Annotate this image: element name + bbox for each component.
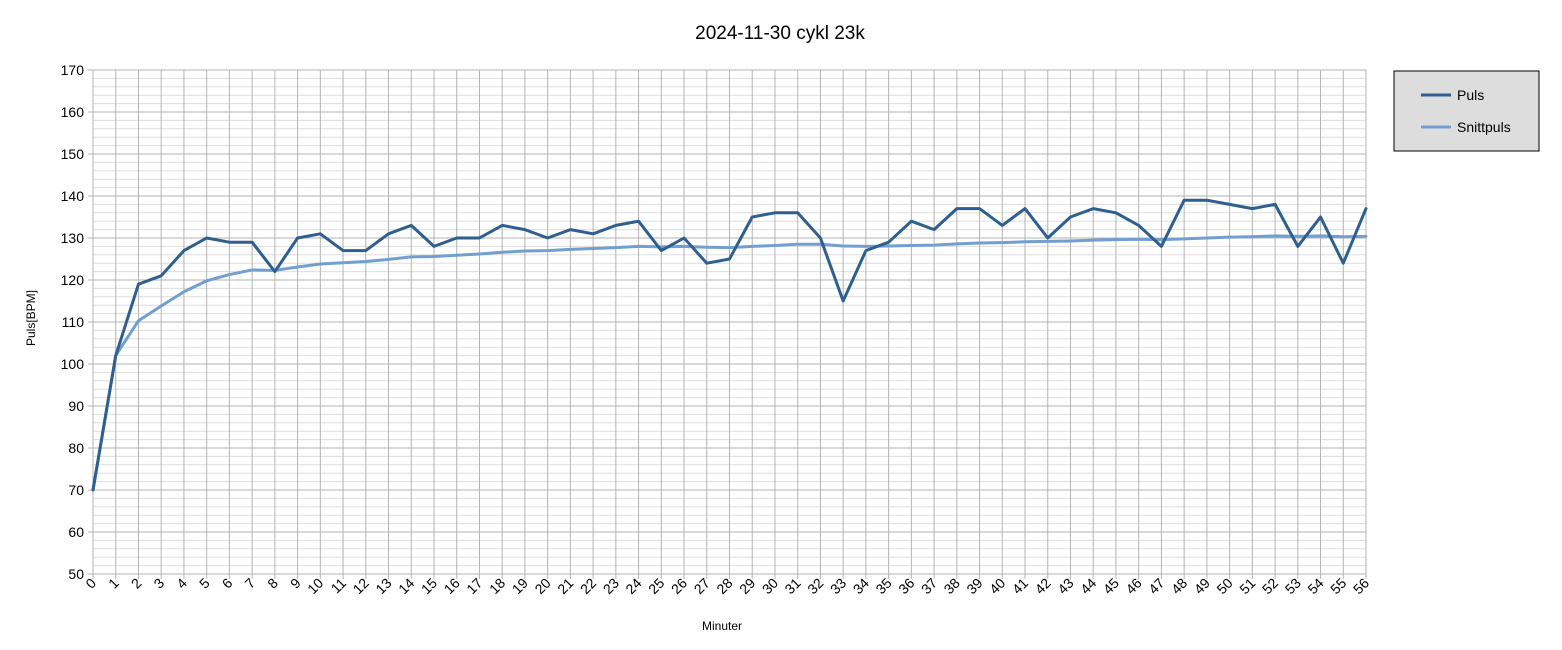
x-tick-label: 28 [713, 575, 735, 597]
x-tick-label: 27 [691, 575, 713, 597]
y-tick-label: 60 [68, 524, 84, 540]
y-tick-label: 140 [61, 188, 85, 204]
x-tick-label: 30 [759, 575, 781, 597]
y-tick-label: 130 [61, 230, 85, 246]
x-tick-label: 34 [850, 575, 872, 597]
y-tick-label: 90 [68, 398, 84, 414]
x-tick-label: 39 [963, 575, 985, 597]
y-tick-label: 120 [61, 272, 85, 288]
legend: Puls Snittpuls [1393, 70, 1540, 152]
x-tick-label: 42 [1032, 575, 1054, 597]
x-tick-label: 37 [918, 575, 940, 597]
x-tick-label: 24 [622, 575, 644, 597]
x-tick-label: 21 [554, 575, 576, 597]
x-tick-label: 19 [509, 575, 531, 597]
x-tick-label: 18 [486, 575, 508, 597]
y-axis-ticks: 50 60 70 80 90 100 110 120 130 140 150 160 170 [61, 62, 93, 582]
x-tick-label: 43 [1054, 575, 1076, 597]
x-tick-label: 13 [372, 575, 394, 597]
y-tick-label: 50 [68, 566, 84, 582]
series-lines [91, 198, 1368, 492]
y-tick-label: 70 [68, 482, 84, 498]
x-tick-label: 3 [150, 575, 167, 592]
y-tick-label: 110 [62, 314, 85, 330]
x-tick-label: 12 [350, 575, 372, 597]
x-tick-label: 0 [82, 575, 99, 592]
x-tick-label: 14 [395, 575, 417, 597]
x-tick-label: 47 [1145, 575, 1167, 597]
x-tick-label: 20 [531, 575, 553, 597]
x-tick-label: 7 [241, 575, 258, 592]
y-tick-label: 160 [61, 104, 85, 120]
x-tick-label: 9 [287, 575, 304, 592]
x-tick-label: 31 [781, 575, 803, 597]
x-tick-label: 38 [941, 575, 963, 597]
x-tick-label: 51 [1236, 575, 1258, 597]
x-axis-title: Minuter [702, 619, 742, 633]
legend-box [1393, 70, 1540, 152]
x-tick-label: 48 [1168, 575, 1190, 597]
x-tick-label: 35 [872, 575, 894, 597]
x-tick-label: 49 [1191, 575, 1213, 597]
plot-grid [92, 69, 1367, 575]
x-tick-label: 16 [441, 575, 463, 597]
x-tick-label: 4 [173, 575, 190, 592]
x-axis-ticks: 0 1 2 3 4 5 6 7 8 9 10 11 12 13 14 15 16 17 18 19 20 21 22 23 24… [82, 574, 1372, 597]
x-tick-label: 25 [645, 575, 667, 597]
x-tick-label: 55 [1327, 575, 1349, 597]
x-tick-label: 44 [1077, 575, 1099, 597]
x-tick-label: 5 [196, 575, 213, 592]
x-tick-label: 52 [1259, 575, 1281, 597]
x-tick-label: 40 [986, 575, 1008, 597]
series-line-puls [91, 198, 1368, 492]
legend-label: Puls [1457, 87, 1484, 103]
x-tick-label: 41 [1009, 575, 1031, 597]
y-tick-label: 100 [61, 356, 85, 372]
x-tick-label: 23 [600, 575, 622, 597]
x-tick-label: 56 [1350, 575, 1372, 597]
x-tick-label: 36 [895, 575, 917, 597]
chart-title: 2024-11-30 cykl 23k [695, 23, 865, 44]
y-tick-label: 80 [68, 440, 84, 456]
y-tick-label: 170 [61, 62, 85, 78]
x-tick-label: 26 [668, 575, 690, 597]
x-tick-label: 2 [128, 575, 145, 592]
x-tick-label: 32 [804, 575, 826, 597]
x-tick-label: 17 [463, 575, 485, 597]
x-tick-label: 11 [328, 575, 350, 597]
x-tick-label: 6 [219, 575, 236, 592]
x-tick-label: 33 [827, 575, 849, 597]
y-tick-label: 150 [61, 146, 85, 162]
x-tick-label: 45 [1100, 575, 1122, 597]
x-tick-label: 1 [105, 575, 122, 592]
x-tick-label: 50 [1213, 575, 1235, 597]
x-tick-label: 10 [304, 575, 326, 597]
legend-label: Snittpuls [1457, 119, 1511, 135]
x-tick-label: 46 [1122, 575, 1144, 597]
x-tick-label: 22 [577, 575, 599, 597]
x-tick-label: 29 [736, 575, 758, 597]
x-tick-label: 15 [418, 575, 440, 597]
x-tick-label: 8 [264, 575, 281, 592]
x-tick-label: 54 [1304, 575, 1326, 597]
x-tick-label: 53 [1282, 575, 1304, 597]
y-axis-title: Puls[BPM] [24, 290, 38, 346]
